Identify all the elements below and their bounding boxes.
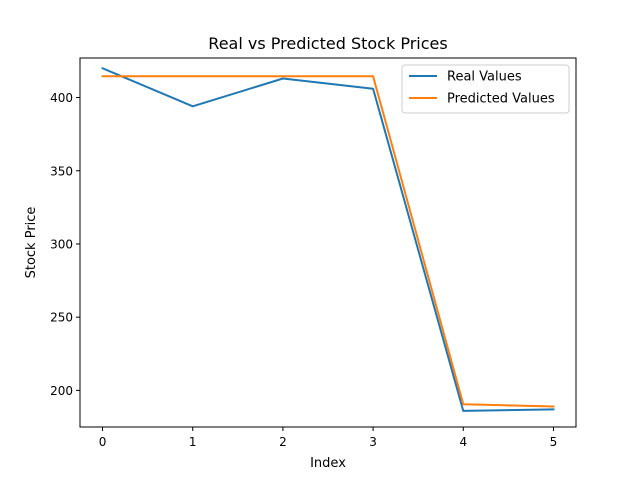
x-tick-label: 4 <box>459 435 467 449</box>
y-tick-label: 400 <box>50 91 73 105</box>
y-tick-label: 350 <box>50 164 73 178</box>
x-axis-label: Index <box>310 456 346 471</box>
x-tick-label: 1 <box>189 435 197 449</box>
y-axis-label: Stock Price <box>24 207 39 279</box>
legend-label-real-values: Real Values <box>447 70 522 85</box>
series-line-predicted-values <box>101 75 555 408</box>
x-tick-label: 3 <box>369 435 377 449</box>
chart-title: Real vs Predicted Stock Prices <box>208 34 447 53</box>
legend-label-predicted-values: Predicted Values <box>447 92 555 107</box>
x-tick-label: 2 <box>279 435 287 449</box>
legend: Real Values Predicted Values <box>401 64 570 114</box>
x-tick-label: 0 <box>99 435 107 449</box>
x-tick-label: 5 <box>550 435 558 449</box>
y-tick-label: 200 <box>50 384 73 398</box>
series-line-real-values <box>101 66 555 412</box>
y-axis-ticks: 200 250 300 350 400 <box>50 91 80 398</box>
legend-box <box>401 64 570 114</box>
x-axis-ticks: 0 1 2 3 4 5 <box>99 427 558 449</box>
y-tick-label: 250 <box>50 311 73 325</box>
plot-frame <box>79 57 577 428</box>
series-layer <box>101 66 555 412</box>
y-tick-label: 300 <box>50 237 73 251</box>
